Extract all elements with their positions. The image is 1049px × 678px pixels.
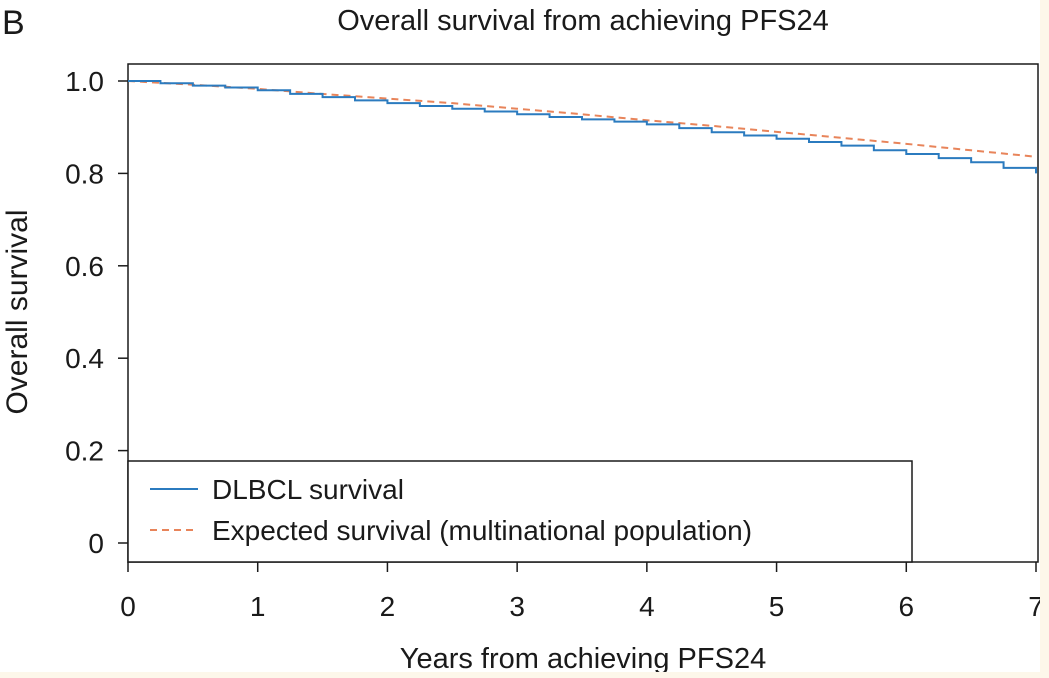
series-layer [127, 80, 1037, 174]
y-tick-label: 1.0 [65, 66, 104, 97]
y-tick-label: 0.6 [65, 251, 104, 282]
y-tick-label: 0.4 [65, 343, 104, 374]
y-axis: 0 0.2 0.4 0.6 0.8 1.0 [65, 66, 128, 559]
legend: DLBCL survival Expected survival (multin… [127, 460, 913, 563]
x-axis: 0 1 2 3 4 5 6 7 [120, 562, 1040, 622]
legend-box [127, 460, 913, 563]
x-tick-label: 6 [898, 591, 914, 622]
series-dlbcl-survival [128, 80, 1037, 174]
x-tick-label: 4 [639, 591, 655, 622]
series-expected-survival [127, 80, 1037, 158]
x-tick-label: 2 [380, 591, 396, 622]
x-tick-label: 0 [120, 591, 136, 622]
panel-label: B [2, 4, 25, 42]
legend-label-dlbcl: DLBCL survival [212, 474, 404, 505]
x-tick-label: 1 [250, 591, 266, 622]
x-tick-label: 5 [769, 591, 785, 622]
y-tick-label: 0.2 [65, 436, 104, 467]
legend-label-expected: Expected survival (multinational populat… [212, 515, 752, 546]
chart-title: Overall survival from achieving PFS24 [337, 5, 829, 37]
x-tick-label: 3 [509, 591, 525, 622]
x-axis-label: Years from achieving PFS24 [400, 643, 766, 672]
y-tick-label: 0.8 [65, 158, 104, 189]
y-axis-label: Overall survival [1, 209, 34, 414]
x-tick-label: 7 [1028, 591, 1040, 622]
y-tick-label: 0 [88, 528, 104, 559]
